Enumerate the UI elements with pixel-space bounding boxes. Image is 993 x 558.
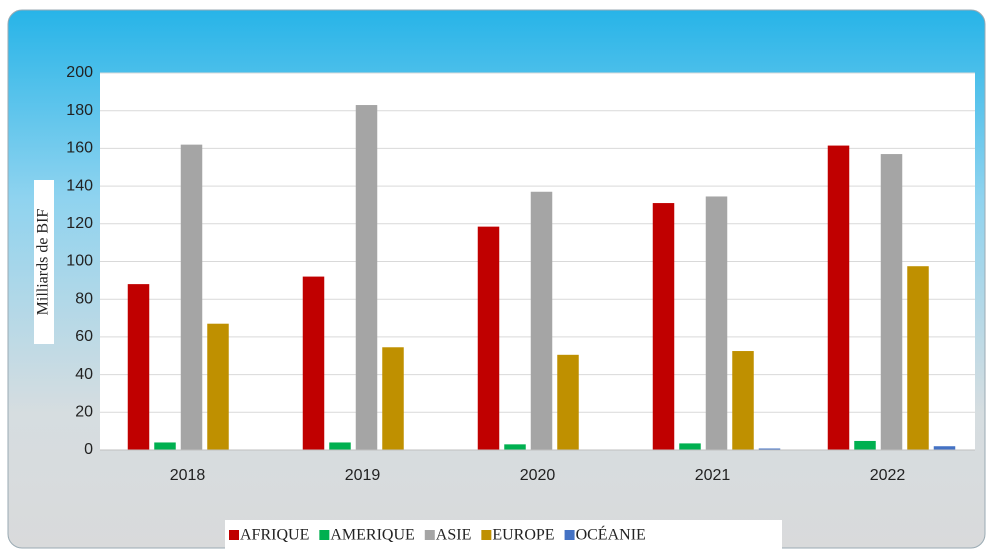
y-tick-label: 0: [84, 441, 93, 458]
bar: [127, 284, 150, 450]
bar: [154, 442, 176, 450]
bar: [329, 442, 351, 450]
legend-swatch: [481, 530, 492, 540]
bar: [530, 191, 553, 450]
y-tick-label: 120: [66, 215, 93, 232]
x-tick-label: 2018: [170, 467, 206, 484]
y-tick-label: 40: [75, 366, 93, 383]
legend-swatch: [229, 530, 239, 540]
legend-box: [225, 520, 782, 552]
y-tick-label: 200: [66, 64, 93, 81]
bar: [382, 347, 404, 450]
legend-swatch: [319, 530, 330, 540]
y-tick-label: 160: [66, 140, 93, 157]
bar: [827, 145, 850, 450]
y-tick-label: 60: [75, 328, 93, 345]
legend-swatch: [424, 530, 435, 540]
bar: [854, 440, 876, 450]
bar: [933, 446, 956, 450]
legend-label: AMERIQUE: [330, 527, 414, 544]
bar: [207, 323, 229, 450]
bar: [732, 351, 754, 450]
y-tick-label: 180: [66, 102, 93, 119]
legend-swatch: [564, 530, 575, 540]
x-tick-label: 2022: [870, 467, 906, 484]
y-tick-label: 100: [66, 253, 93, 270]
bar: [557, 354, 579, 450]
bar: [504, 444, 526, 450]
legend-label: ASIE: [436, 527, 472, 544]
legend-label: AFRIQUE: [240, 527, 309, 544]
bar: [758, 448, 781, 450]
y-axis-label: Milliards de BIF: [35, 209, 52, 316]
legend-label: EUROPE: [492, 527, 554, 544]
y-tick-label: 80: [75, 290, 93, 307]
y-label-box: [34, 180, 54, 344]
x-tick-label: 2019: [345, 467, 381, 484]
bar: [180, 144, 203, 450]
bar: [652, 203, 675, 450]
bar: [302, 276, 325, 450]
bar: [705, 196, 728, 450]
y-tick-label: 20: [75, 404, 93, 421]
x-tick-label: 2020: [520, 467, 556, 484]
bar: [880, 154, 903, 450]
x-tick-label: 2021: [695, 467, 731, 484]
bar: [477, 226, 500, 450]
bar: [907, 266, 929, 450]
bar: [355, 105, 378, 451]
bar: [679, 443, 701, 450]
legend-label: OCÉANIE: [576, 525, 646, 544]
y-tick-label: 140: [66, 177, 93, 194]
